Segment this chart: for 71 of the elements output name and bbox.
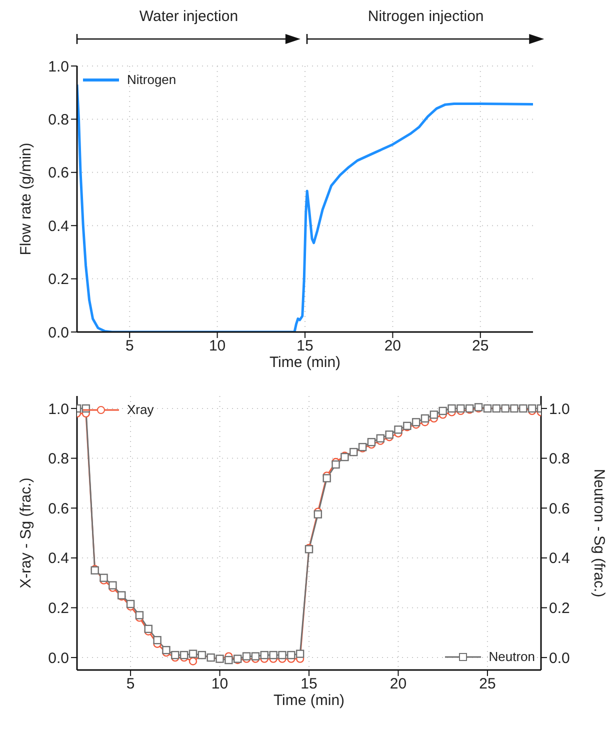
point xyxy=(162,646,170,654)
point xyxy=(135,611,144,620)
point xyxy=(385,430,394,439)
point xyxy=(100,574,108,582)
point xyxy=(171,650,180,660)
point xyxy=(314,510,322,518)
point xyxy=(456,404,465,413)
point xyxy=(251,652,260,660)
point xyxy=(287,650,296,660)
point xyxy=(394,426,402,434)
legend-label: Neutron xyxy=(488,649,535,664)
x-tick-label: 20 xyxy=(384,338,402,355)
y-tick-label: 1.0 xyxy=(48,58,69,76)
legend-label: Nitrogen xyxy=(127,72,176,87)
point xyxy=(332,460,340,469)
y-tick-label: 1.0 xyxy=(48,400,69,418)
y2-tick-label: 0.0 xyxy=(549,650,570,667)
point xyxy=(278,650,286,660)
point xyxy=(296,650,304,658)
point xyxy=(126,600,135,608)
y-tick-label: 0.2 xyxy=(48,600,69,618)
point xyxy=(260,650,268,660)
point xyxy=(224,656,233,664)
point xyxy=(322,474,331,482)
point xyxy=(188,650,198,658)
x-tick-label: 25 xyxy=(472,338,489,355)
x-tick-label: 25 xyxy=(479,676,496,693)
point xyxy=(180,650,188,660)
point xyxy=(438,406,447,416)
y2-tick-label: 0.4 xyxy=(549,550,570,568)
y-tick-label: 0.6 xyxy=(48,164,69,182)
y-tick-label: 0.4 xyxy=(48,218,69,235)
point xyxy=(153,636,162,644)
point xyxy=(528,404,536,413)
y2-axis-title: Neutron - Sg (frac.) xyxy=(590,468,608,598)
y-tick-label: 0.4 xyxy=(48,550,69,568)
y-tick-label: 0.8 xyxy=(48,112,69,129)
y-tick-label: 0.8 xyxy=(48,450,69,468)
x-tick-label: 10 xyxy=(211,676,228,693)
y-axis-title: Flow rate (g/min) xyxy=(18,142,34,256)
point xyxy=(188,657,198,666)
point xyxy=(144,624,152,633)
point xyxy=(367,438,376,446)
x-tick-label: 5 xyxy=(125,338,134,355)
y-tick-label: 0.0 xyxy=(48,650,69,667)
y-tick-label: 0.0 xyxy=(48,324,69,342)
y2-tick-label: 1.0 xyxy=(549,400,570,418)
x-tick-label: 20 xyxy=(390,676,407,693)
x-tick-label: 5 xyxy=(126,676,135,693)
y2-tick-label: 0.6 xyxy=(549,500,570,518)
point xyxy=(448,404,456,413)
point xyxy=(376,434,384,442)
point xyxy=(430,410,438,419)
point xyxy=(269,650,278,660)
text: Nitrogen injection xyxy=(366,8,485,25)
y-axis-title: X-ray - Sg (frac.) xyxy=(18,478,34,588)
text: Water injection xyxy=(138,8,240,25)
y2-tick-label: 0.2 xyxy=(549,600,570,618)
legend-label: Xray xyxy=(127,402,154,417)
x-axis-title: Time (min) xyxy=(272,692,346,709)
point xyxy=(420,414,430,423)
x-tick-label: 15 xyxy=(296,338,314,355)
point xyxy=(108,581,117,590)
y-tick-label: 0.2 xyxy=(48,271,69,288)
point xyxy=(412,418,420,426)
y-tick-label: 0.6 xyxy=(48,500,69,518)
point xyxy=(242,652,251,660)
y2-tick-label: 0.8 xyxy=(549,450,570,468)
x-tick-label: 10 xyxy=(208,338,226,355)
x-tick-label: 15 xyxy=(300,676,318,693)
x-axis-title: Time (min) xyxy=(268,354,342,371)
